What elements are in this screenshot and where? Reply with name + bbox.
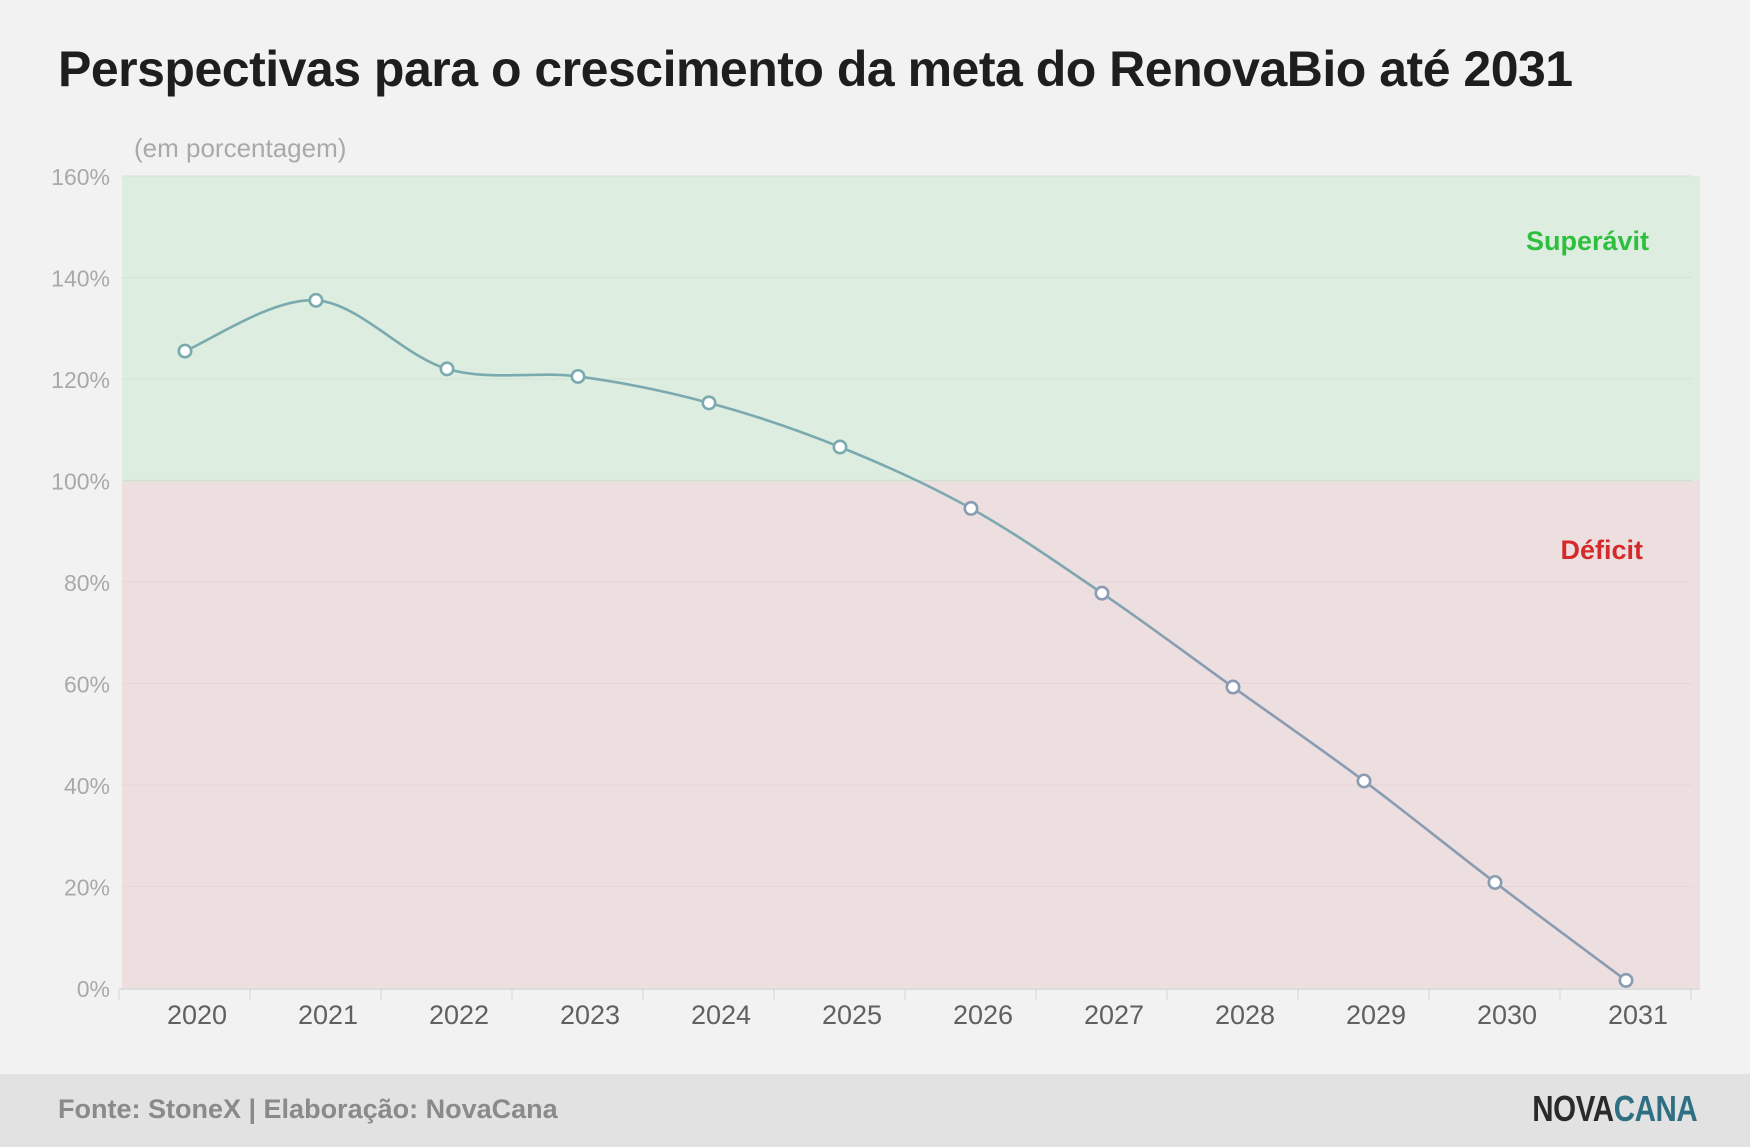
data-point-2028 [1225,679,1241,695]
y-tick-label: 160% [51,164,110,190]
data-point-2030 [1487,874,1503,890]
data-point-2024 [701,395,717,411]
bands-layer [122,176,1700,988]
x-tick-label: 2025 [822,1000,882,1030]
x-tick-label: 2021 [298,1000,358,1030]
data-point-2029 [1356,773,1372,789]
data-point-2025 [832,439,848,455]
grid-layer [122,175,1692,887]
data-point-2026 [963,500,979,516]
x-tick-label: 2027 [1084,1000,1144,1030]
data-point-2020 [177,343,193,359]
y-tick-label: 20% [64,875,110,901]
x-tick-label: 2030 [1477,1000,1537,1030]
logo-part-nova: NOVA [1531,1088,1614,1129]
data-point-2031 [1618,972,1634,988]
footer: Fonte: StoneX | Elaboração: NovaCana NOV… [0,1074,1750,1147]
unit-label: (em porcentagem) [134,133,346,163]
deficit-band [122,480,1700,988]
series-line [183,299,1628,982]
surplus-band [122,176,1700,481]
y-tick-label: 120% [51,367,110,393]
marker-layer [177,292,1634,988]
x-tick-label: 2020 [167,1000,227,1030]
logo-part-cana: CANA [1613,1088,1697,1129]
band-label-layer: Superávit Déficit [1526,226,1649,565]
y-tick-label: 100% [51,469,110,495]
y-tick-label: 80% [64,570,110,596]
x-tick-label: 2029 [1346,1000,1406,1030]
surplus-label: Superávit [1526,226,1649,256]
source-credit: Fonte: StoneX | Elaboração: NovaCana [58,1094,558,1124]
y-tick-label: 0% [77,976,110,1002]
chart-title: Perspectivas para o crescimento da meta … [58,41,1573,97]
deficit-label: Déficit [1560,535,1643,565]
y-tick-label: 40% [64,773,110,799]
data-point-2027 [1094,585,1110,601]
data-point-2022 [439,361,455,377]
x-tick-label: 2023 [560,1000,620,1030]
y-tick-label: 60% [64,672,110,698]
data-point-2023 [570,368,586,384]
x-tick-label: 2028 [1215,1000,1275,1030]
line-chart: (em porcentagem) 0% 20% 40% 60% 80% 100% 120% 1… [51,133,1700,1030]
y-tick-label: 140% [51,266,110,292]
x-tick-label: 2022 [429,1000,489,1030]
line-layer [183,299,1628,982]
data-point-2021 [308,292,324,308]
x-tick-label: 2024 [691,1000,751,1030]
x-tick-label: 2026 [953,1000,1013,1030]
novacana-logo: NOVACANA [1531,1088,1698,1130]
x-tick-label: 2031 [1608,1000,1668,1030]
axis-layer: (em porcentagem) 0% 20% 40% 60% 80% 100% 120% 1… [51,133,1700,1030]
